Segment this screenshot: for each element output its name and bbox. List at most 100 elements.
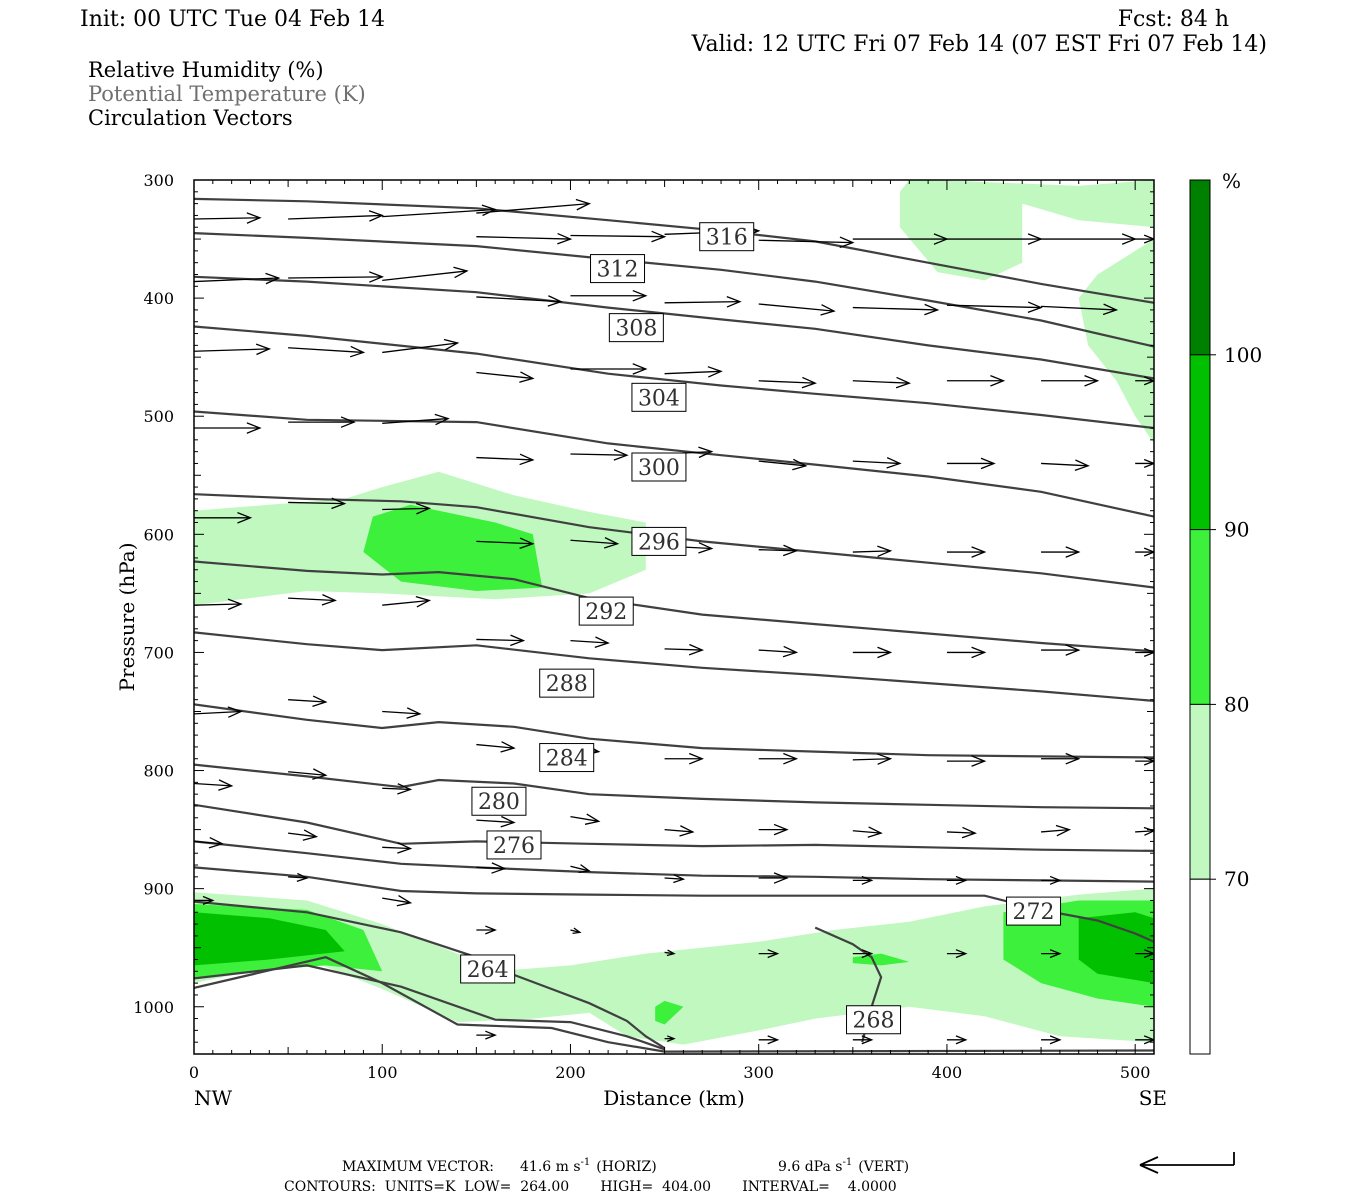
theta-label-272: 272 (1006, 896, 1062, 926)
circulation-vector (1041, 546, 1081, 558)
y-tick-label: 600 (143, 525, 174, 544)
theta-label-text: 300 (638, 456, 680, 481)
x-tick-label: 400 (932, 1063, 963, 1082)
circulation-vector (382, 842, 413, 854)
circulation-vector (664, 643, 704, 656)
legend-title-rh: Relative Humidity (%) (88, 58, 324, 82)
theta-contour-line (194, 763, 1154, 810)
y-tick-label: 400 (143, 289, 174, 308)
theta-contour-line (194, 325, 1154, 430)
circulation-vector (946, 374, 1006, 387)
theta-label-276: 276 (486, 830, 542, 860)
circulation-vector (476, 453, 535, 466)
circulation-vector (570, 537, 620, 549)
circulation-vector (288, 210, 384, 222)
circulation-vector (570, 813, 601, 825)
y-tick-label: 900 (143, 880, 174, 899)
circulation-vector (570, 864, 591, 874)
circulation-vector (570, 289, 648, 302)
circulation-vector (476, 634, 526, 647)
theta-contour-line (194, 964, 665, 1051)
y-tick-label: 700 (143, 643, 174, 662)
circulation-vector (476, 232, 573, 245)
theta-label-text: 284 (546, 747, 588, 772)
circulation-vector (664, 1035, 676, 1042)
colorbar-unit: % (1222, 169, 1241, 193)
circulation-vector (288, 416, 356, 428)
theta-contour-line (194, 866, 1154, 943)
theta-label-text: 316 (706, 226, 748, 251)
theta-label-text: 292 (585, 600, 627, 625)
theta-label-268: 268 (846, 1005, 902, 1035)
circulation-vector (758, 1035, 780, 1045)
circulation-vector (758, 645, 799, 658)
circulation-vector (194, 511, 253, 524)
x-axis-title: Distance (km) (603, 1086, 745, 1110)
rh-region-90-100-8 (194, 912, 345, 966)
rh-region-70-80-0 (194, 888, 1154, 1045)
circulation-vector (382, 595, 432, 608)
circulation-vector (852, 1035, 874, 1045)
theta-label-text: 304 (638, 386, 680, 411)
circulation-vector (1135, 826, 1154, 836)
circulation-vector (1135, 756, 1154, 766)
circulation-vector (1041, 752, 1081, 765)
colorbar-segment (1189, 354, 1211, 531)
circulation-vector (664, 825, 695, 837)
circulation-vector (382, 783, 413, 795)
colorbar: % 100 90 80 70 (1189, 169, 1262, 1055)
circulation-vector (288, 345, 366, 358)
circulation-vector (758, 872, 789, 884)
colorbar-level-label: 100 (1224, 343, 1262, 367)
theta-contour-line (194, 631, 1154, 702)
circulation-vector (476, 1030, 497, 1040)
circulation-vector (1041, 303, 1119, 316)
right-end-label: SE (1139, 1086, 1167, 1110)
circulation-vector (664, 874, 686, 884)
circulation-vector (852, 826, 883, 838)
x-tick-label: 100 (367, 1063, 398, 1082)
circulation-vector (382, 502, 432, 515)
theta-label-text: 312 (597, 258, 639, 283)
colorbar-segment (1189, 703, 1211, 880)
theta-label-300: 300 (631, 452, 687, 482)
circulation-vector (476, 537, 535, 550)
max-vector-horiz: 41.6 m s-1 (HORIZ) (520, 1157, 657, 1175)
footer: MAXIMUM VECTOR: 41.6 m s-1 (HORIZ) 9.6 dP… (284, 1157, 909, 1195)
circulation-vector (946, 949, 968, 959)
circulation-vector (288, 695, 328, 708)
theta-contour-line (194, 232, 1154, 348)
theta-label-308: 308 (608, 313, 664, 343)
x-tick-label: 300 (743, 1063, 774, 1082)
circulation-vector (1135, 547, 1154, 557)
circulation-vector (852, 376, 912, 389)
circulation-vector (758, 376, 817, 389)
theta-contour-line (194, 703, 1154, 759)
circulation-vector (758, 752, 799, 765)
circulation-vector (946, 457, 996, 470)
forecast-hour: Fcst: 84 h (1118, 7, 1229, 32)
theta-label-284: 284 (539, 743, 595, 773)
circulation-vector (570, 230, 667, 243)
plot-area: 316 312 308 304 300 296 292 288 284 280 276 272 268 2… (133, 171, 1155, 1082)
circulation-vector (194, 836, 224, 849)
theta-contour-line (194, 840, 1154, 883)
circulation-vector (382, 266, 469, 282)
legend-title-vectors: Circulation Vectors (88, 106, 293, 130)
theta-label-text: 268 (853, 1009, 895, 1034)
theta-label-280: 280 (471, 786, 527, 816)
x-tick-label: 500 (1120, 1063, 1151, 1082)
circulation-vector (288, 271, 384, 283)
circulation-vector (664, 366, 723, 378)
circulation-vector (476, 295, 563, 307)
circulation-vector (758, 949, 780, 959)
circulation-vector (664, 949, 676, 957)
y-tick-label: 500 (143, 407, 174, 426)
circulation-vector (852, 233, 949, 245)
circulation-vector (570, 363, 648, 375)
circulation-vector (382, 204, 497, 218)
circulation-vector (1135, 1035, 1154, 1045)
circulation-vector (194, 212, 262, 224)
circulation-vector (758, 236, 855, 249)
theta-label-264: 264 (460, 954, 516, 984)
